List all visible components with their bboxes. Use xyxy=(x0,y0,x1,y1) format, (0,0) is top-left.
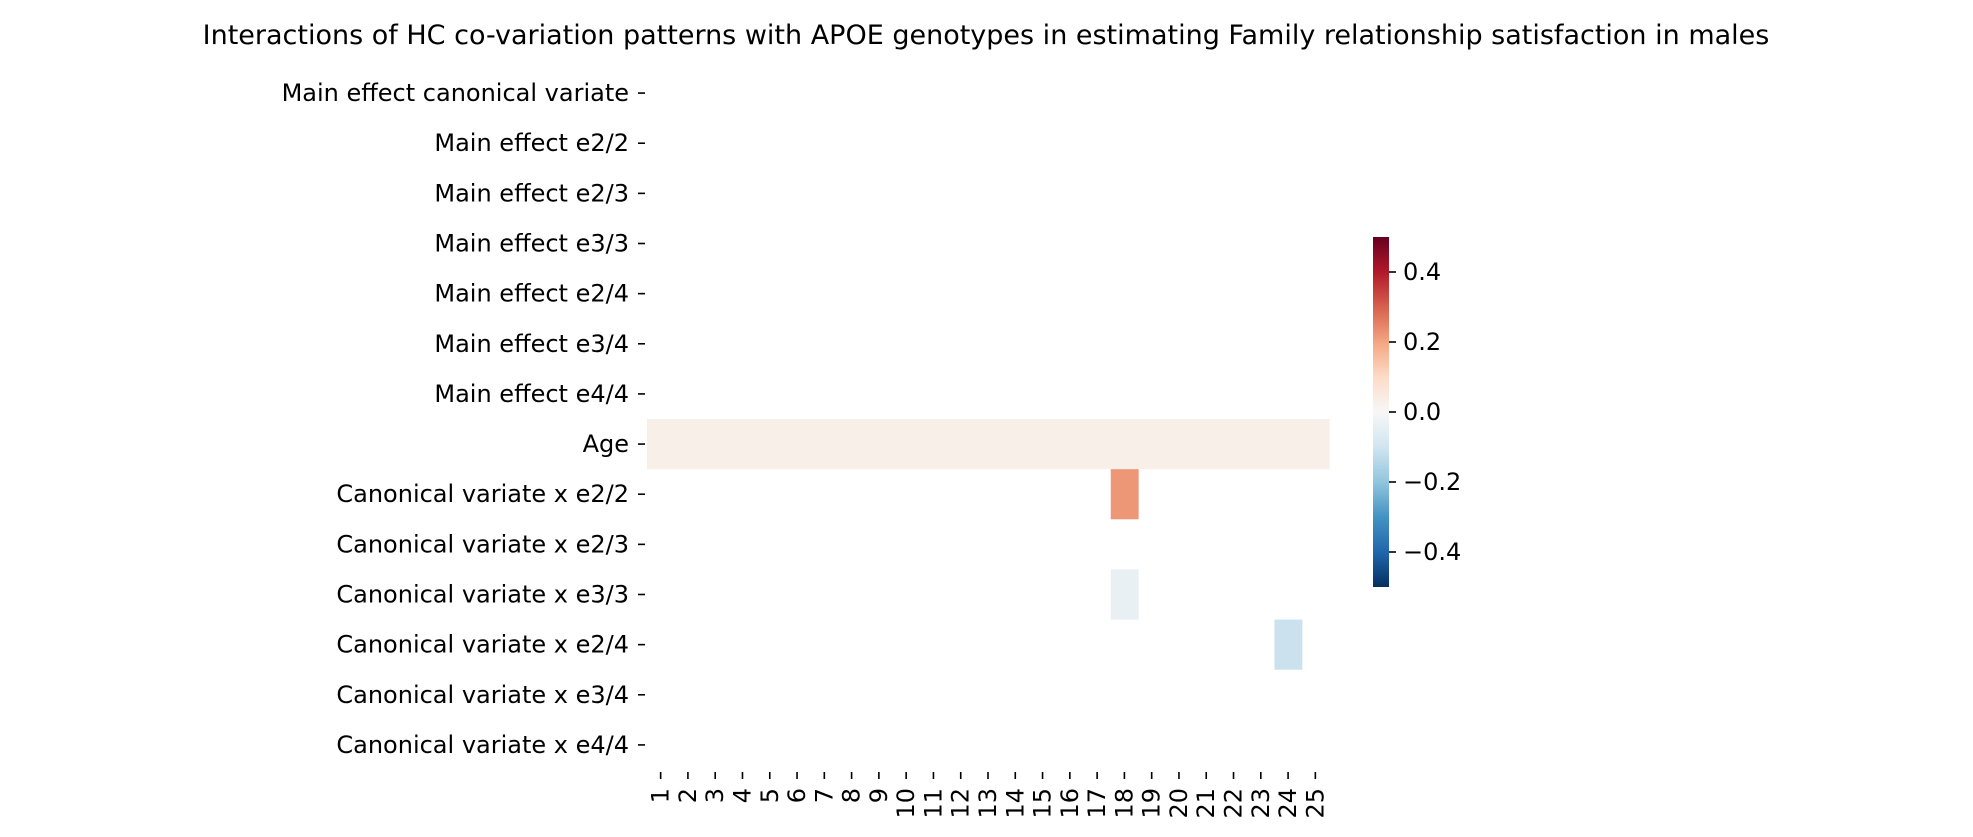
column-label-9: 9 xyxy=(865,788,893,803)
column-label-8: 8 xyxy=(838,788,866,803)
heatmap-cells xyxy=(647,419,1330,670)
colorbar-tick-label: 0.0 xyxy=(1403,398,1441,426)
column-label-7: 7 xyxy=(810,788,838,803)
column-label-12: 12 xyxy=(947,788,975,819)
column-label-2: 2 xyxy=(674,788,702,803)
row-label-main-effect-e2-4: Main effect e2/4 xyxy=(434,280,629,308)
column-label-6: 6 xyxy=(783,788,811,803)
row-label-main-effect-e2-2: Main effect e2/2 xyxy=(434,129,629,157)
column-label-11: 11 xyxy=(919,788,947,819)
heatmap-cell-age-23 xyxy=(1247,419,1276,470)
column-label-21: 21 xyxy=(1192,788,1220,819)
column-label-18: 18 xyxy=(1110,788,1138,819)
column-label-16: 16 xyxy=(1056,788,1084,819)
column-label-17: 17 xyxy=(1083,788,1111,819)
heatmap-cell-age-3 xyxy=(701,419,730,470)
row-label-canonical-variate-x-e2-3: Canonical variate x e2/3 xyxy=(336,530,629,558)
row-label-canonical-variate-x-e2-2: Canonical variate x e2/2 xyxy=(336,480,629,508)
heatmap-cell-age-21 xyxy=(1192,419,1221,470)
row-label-age: Age xyxy=(583,430,629,458)
row-label-canonical-variate-x-e2-4: Canonical variate x e2/4 xyxy=(336,631,629,659)
colorbar-tick-label: −0.4 xyxy=(1403,538,1461,566)
row-label-canonical-variate-x-e3-4: Canonical variate x e3/4 xyxy=(336,681,629,709)
column-label-19: 19 xyxy=(1138,788,1166,819)
row-label-canonical-variate-x-e4-4: Canonical variate x e4/4 xyxy=(336,731,629,759)
column-label-5: 5 xyxy=(756,788,784,803)
heatmap-cell-age-18 xyxy=(1110,419,1139,470)
colorbar-tick-label: −0.2 xyxy=(1403,468,1461,496)
colorbar: 0.4 0.2 0.0 −0.2 −0.4 xyxy=(1373,237,1461,587)
row-labels: Main effect canonical variate Main effect… xyxy=(282,79,645,759)
heatmap-cell-age-10 xyxy=(892,419,921,470)
heatmap-cell-age-1 xyxy=(647,419,675,470)
column-label-15: 15 xyxy=(1029,788,1057,819)
heatmap-cell-age-12 xyxy=(947,419,975,470)
heatmap-cell-age-9 xyxy=(865,419,894,470)
column-label-14: 14 xyxy=(1001,788,1029,819)
column-label-25: 25 xyxy=(1301,788,1329,819)
heatmap-cell-age-2 xyxy=(674,419,703,470)
heatmap-cell-age-17 xyxy=(1083,419,1112,470)
heatmap-cell-age-13 xyxy=(974,419,1003,470)
heatmap-cell-age-20 xyxy=(1165,419,1194,470)
heatmap-cell-age-24 xyxy=(1274,419,1303,470)
heatmap-cell-age-19 xyxy=(1138,419,1166,470)
column-label-1: 1 xyxy=(647,788,675,803)
heatmap-cell-age-7 xyxy=(810,419,839,470)
column-label-13: 13 xyxy=(974,788,1002,819)
column-label-20: 20 xyxy=(1165,788,1193,819)
heatmap-cell-canonical-variate-x-e2-2-18 xyxy=(1110,469,1139,520)
heatmap-cell-age-15 xyxy=(1028,419,1057,470)
heatmap-cell-canonical-variate-x-e3-3-18 xyxy=(1110,569,1139,620)
heatmap-cell-age-8 xyxy=(837,419,866,470)
row-label-main-effect-e3-4: Main effect e3/4 xyxy=(434,330,629,358)
colorbar-tick-label: 0.2 xyxy=(1403,328,1441,356)
heatmap-cell-age-16 xyxy=(1056,419,1085,470)
column-label-3: 3 xyxy=(701,788,729,803)
column-label-22: 22 xyxy=(1220,788,1248,819)
colorbar-tick-label: 0.4 xyxy=(1403,258,1441,286)
row-label-main-effect-canonical-variate: Main effect canonical variate xyxy=(282,79,629,107)
column-labels: 1 2 3 4 5 6 7 8 9 10 11 12 13 14 15 16 17 18 19 20 21 22 23 24 2… xyxy=(647,772,1329,819)
heatmap-cell-age-5 xyxy=(756,419,784,470)
row-label-main-effect-e2-3: Main effect e2/3 xyxy=(434,179,629,207)
row-label-canonical-variate-x-e3-3: Canonical variate x e3/3 xyxy=(336,581,629,609)
heatmap-cell-age-6 xyxy=(783,419,812,470)
row-label-main-effect-e4-4: Main effect e4/4 xyxy=(434,380,629,408)
column-label-10: 10 xyxy=(892,788,920,819)
heatmap-cell-age-4 xyxy=(728,419,757,470)
column-label-23: 23 xyxy=(1247,788,1275,819)
heatmap-cell-age-22 xyxy=(1219,419,1248,470)
heatmap-cell-age-11 xyxy=(919,419,948,470)
column-label-4: 4 xyxy=(728,788,756,803)
row-label-main-effect-e3-3: Main effect e3/3 xyxy=(434,230,629,258)
column-label-24: 24 xyxy=(1274,788,1302,819)
heatmap-cell-age-25 xyxy=(1301,419,1330,470)
colorbar-gradient xyxy=(1373,237,1389,587)
chart-title: Interactions of HC co-variation patterns… xyxy=(203,20,1770,51)
heatmap-cell-age-14 xyxy=(1001,419,1030,470)
heatmap-cell-canonical-variate-x-e2-4-24 xyxy=(1274,619,1303,670)
